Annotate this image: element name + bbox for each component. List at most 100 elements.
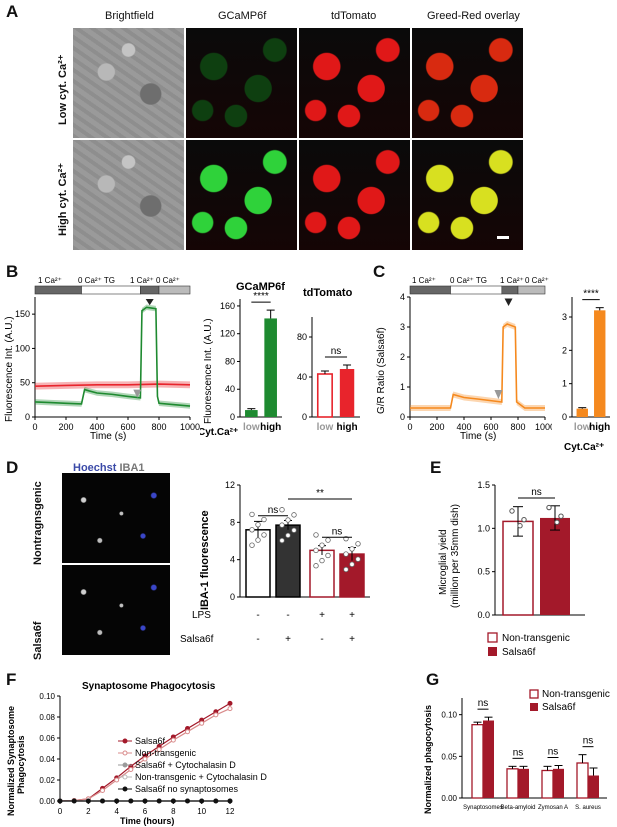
e-bar-1	[540, 517, 570, 615]
f-legend-label-3: Non-transgenic + Cytochalasin D	[135, 772, 267, 782]
c-trace-xtick-label-2: 400	[456, 422, 471, 432]
col-label-gcamp6f: GCaMP6f	[218, 10, 267, 22]
d-salsa-1: +	[285, 634, 291, 645]
f-xtick-label-0: 0	[58, 807, 63, 816]
d-stain-label: Hoechst IBA1	[73, 462, 145, 474]
b-td-ytick-label-0: 0	[302, 412, 307, 422]
d-dot-3-3	[343, 551, 349, 557]
g-legend-swatch-0	[529, 689, 539, 699]
f-point-4-6	[142, 798, 148, 804]
g-bar-2-0	[541, 769, 554, 799]
b-protocol-bar	[34, 285, 191, 295]
e-ytick-label-0: 0.0	[477, 610, 490, 620]
panel-c-letter: C	[373, 262, 386, 281]
f-point-1-5	[128, 767, 134, 772]
d-dot-0-5	[261, 516, 267, 523]
e-dot-1-0	[546, 504, 552, 511]
b-trace-ytick-label-2: 100	[15, 343, 30, 353]
c-gray-arrowhead	[494, 390, 503, 399]
f-legend-marker-3	[122, 774, 128, 780]
c-bar-sig: ****	[583, 289, 599, 300]
b-trace-ytick-label-1: 50	[20, 378, 30, 388]
d-dot-2-0	[313, 563, 319, 569]
c-trace-ylabel: G/R Ratio (Salsa6f)	[376, 327, 387, 414]
e-ylabel2: (million per 35mm dish)	[450, 504, 461, 608]
d-dot-1-4	[285, 517, 291, 523]
d-bar-2	[309, 549, 335, 598]
protocol-seg-1	[81, 285, 141, 295]
e-ytick-label-3: 1.5	[477, 480, 490, 490]
d-sig-1: **	[316, 488, 324, 499]
panel-e-chart: 0.0 0.5 1.0 1.5 ns Microglial yield (million…	[438, 480, 585, 658]
f-point-4-4	[114, 798, 120, 804]
panel-f-letter: F	[6, 670, 17, 689]
c-trace-xtick-label-4: 800	[510, 422, 525, 432]
panel-e-letter: E	[430, 458, 442, 477]
e-dot-0-1	[517, 523, 523, 529]
g-legend-label-0: Non-transgenic	[542, 689, 610, 700]
f-xtick-label-4: 8	[171, 807, 176, 816]
b-td-sig: ns	[331, 346, 342, 357]
d-lps-1: -	[286, 610, 289, 621]
g-bar-2-1	[553, 768, 564, 798]
d-dot-3-5	[355, 541, 361, 547]
g-bar-1-1	[518, 768, 529, 798]
g-bar-3-1	[588, 775, 599, 798]
f-point-4-11	[213, 798, 219, 804]
panel-d-letter: D	[6, 458, 19, 477]
col-label-overlay: Greed-Red overlay	[427, 10, 520, 22]
f-point-4-1	[71, 798, 77, 804]
d-dot-2-4	[319, 542, 325, 548]
g-cat-3: S. aureus	[575, 805, 601, 811]
f-point-1-3	[100, 788, 105, 793]
micrograph-gcamp6f-row-2	[186, 140, 297, 250]
c-trace-ytick-label-3: 3	[400, 322, 405, 332]
d-stain-iba1: IBA1	[119, 462, 145, 474]
panel-c-trace: 1 Ca²⁺ 0 Ca²⁺ TG 1 Ca²⁺ 0 Ca²⁺ 0 1 2 3 4 0 200…	[376, 276, 552, 442]
f-ytick-label-4: 0.08	[39, 713, 55, 722]
f-ytick-label-5: 0.10	[39, 692, 55, 701]
c-trace-line	[410, 323, 545, 409]
c-protocol-3: 1 Ca²⁺	[500, 276, 524, 285]
f-xtick-label-1: 2	[86, 807, 91, 816]
f-point-4-12	[227, 798, 233, 804]
d-lps-3: +	[349, 610, 355, 621]
f-legend-label-4: Salsa6f no synaptosomes	[135, 784, 239, 794]
c-bar-cat-1: high	[589, 422, 610, 433]
b-gcamp-ytick-label-0: 0	[230, 412, 235, 422]
e-dot-1-2	[558, 513, 564, 519]
c-bar-bar-1	[594, 310, 606, 417]
g-ylabel: Normalized phagocytosis	[423, 705, 433, 814]
f-legend-label-1: Non-transgenic	[135, 748, 197, 758]
d-dot-1-6	[279, 507, 285, 513]
f-point-1-10	[199, 720, 205, 726]
panel-d-chart: 0 4 8 12 - - - + + - + + ns ** ns IBA-1 fluorescence L…	[180, 480, 370, 645]
b-green-trace-band	[35, 304, 190, 409]
b-gcamp-ytick-label-2: 80	[225, 356, 235, 366]
c-trace-ytick-label-2: 2	[400, 352, 405, 362]
f-ytick-label-2: 0.04	[39, 755, 55, 764]
b-protocol-3: 1 Ca²⁺	[130, 276, 154, 285]
e-ylabel: Microglial yield	[438, 529, 449, 595]
f-point-4-10	[199, 798, 205, 804]
e-legend-swatch-0	[487, 632, 498, 643]
c-trace-ytick-label-1: 1	[400, 382, 405, 392]
f-point-1-11	[213, 712, 219, 718]
d-dot-0-6	[249, 511, 255, 518]
c-bar-ytick-label-3: 3	[562, 312, 567, 322]
e-ytick-label-1: 0.5	[477, 567, 490, 577]
c-trace-xtick-label-3: 600	[483, 422, 498, 432]
f-legend-marker-4	[122, 786, 128, 792]
b-protocol-4: 0 Ca²⁺	[156, 276, 180, 285]
d-ytick-label-0: 0	[230, 592, 235, 602]
b-trace-ytick-label-3: 150	[15, 309, 30, 319]
d-dot-0-0	[249, 542, 255, 548]
g-legend-label-1: Salsa6f	[542, 702, 576, 713]
b-gcamp-ytick-label-4: 160	[220, 301, 235, 311]
d-salsa-label: Salsa6f	[180, 634, 214, 645]
b-gcamp-cat-0: low	[243, 422, 260, 433]
f-point-4-2	[85, 798, 91, 804]
c-protocol-4: 0 Ca²⁺	[525, 276, 549, 285]
d-dot-1-2	[291, 527, 297, 533]
